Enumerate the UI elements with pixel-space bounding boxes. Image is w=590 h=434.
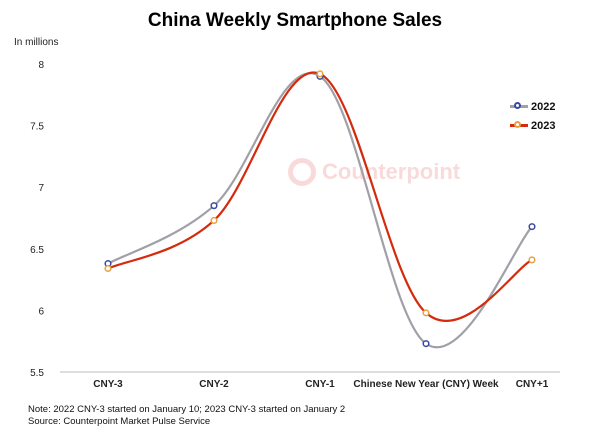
y-tick-label: 6 <box>38 306 44 317</box>
legend-swatch-2022 <box>510 102 528 111</box>
data-point-2023 <box>316 70 324 78</box>
series-line-2023 <box>107 71 533 322</box>
data-point-2022 <box>422 340 430 348</box>
counterpoint-logo-icon <box>288 158 316 186</box>
chart-title: China Weekly Smartphone Sales <box>147 10 443 31</box>
data-point-2023 <box>422 309 430 317</box>
y-tick-label: 6.5 <box>30 245 44 256</box>
legend-item-2022: 2022 <box>510 97 555 116</box>
legend-label-2022: 2022 <box>531 100 556 113</box>
legend-item-2023: 2023 <box>510 116 555 135</box>
x-tick-label: CNY-3 <box>93 379 123 390</box>
chart-notes: Note: 2022 CNY-3 started on January 10; … <box>28 404 345 428</box>
y-tick-label: 7.5 <box>30 122 44 133</box>
x-tick-label: CNY-2 <box>199 379 229 390</box>
legend-swatch-2023 <box>510 121 528 130</box>
data-point-2023 <box>210 216 218 225</box>
x-tick-label: CNY+1 <box>516 379 549 390</box>
data-point-2023 <box>104 264 112 273</box>
data-point-2022 <box>210 202 218 210</box>
x-tick-label: Chinese New Year (CNY) Week <box>353 379 499 390</box>
y-tick-label: 5.5 <box>30 368 44 379</box>
data-point-2023 <box>528 256 536 264</box>
y-tick-label: 7 <box>38 183 44 194</box>
y-axis-unit-label: In millions <box>14 37 59 48</box>
legend: 2022 2023 <box>510 97 555 135</box>
y-tick-label: 8 <box>38 60 44 71</box>
series-line-2022 <box>107 72 533 349</box>
note-line: Note: 2022 CNY-3 started on January 10; … <box>28 404 346 415</box>
x-tick-label: CNY-1 <box>305 379 335 390</box>
counterpoint-watermark: Counterpoint <box>288 158 460 186</box>
legend-label-2023: 2023 <box>531 119 556 132</box>
watermark-text: Counterpoint <box>322 159 461 184</box>
source-line: Source: Counterpoint Market Pulse Servic… <box>28 416 211 427</box>
data-point-2022 <box>528 223 536 231</box>
